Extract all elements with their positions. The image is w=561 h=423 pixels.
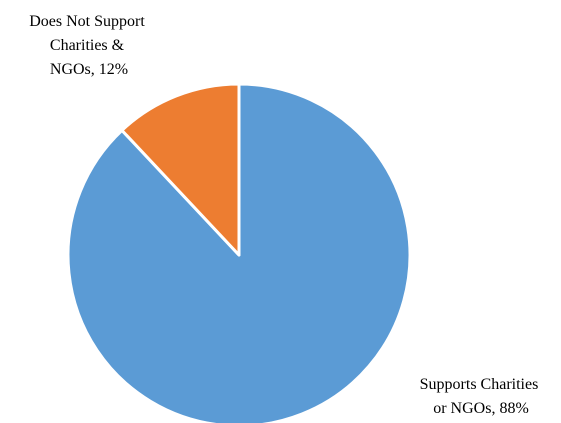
slice-labels: Supports Charities or NGOs, 88% Does Not… — [29, 13, 543, 417]
pie-slices — [66, 82, 412, 423]
slice-label-does-not-support-line-3: NGOs, 12% — [50, 61, 128, 78]
slice-label-does-not-support: Does Not Support Charities & NGOs, 12% — [29, 13, 149, 78]
pie-slice-does-not-support — [120, 82, 241, 257]
pie-slice-supports — [66, 82, 412, 423]
slice-label-supports-line-2: or NGOs, 88% — [433, 400, 529, 417]
slice-label-does-not-support-line-1: Does Not Support — [29, 13, 145, 30]
slice-label-does-not-support-line-2: Charities & — [50, 37, 125, 54]
slice-label-supports: Supports Charities or NGOs, 88% — [420, 376, 543, 417]
slice-label-supports-line-1: Supports Charities — [420, 376, 539, 393]
